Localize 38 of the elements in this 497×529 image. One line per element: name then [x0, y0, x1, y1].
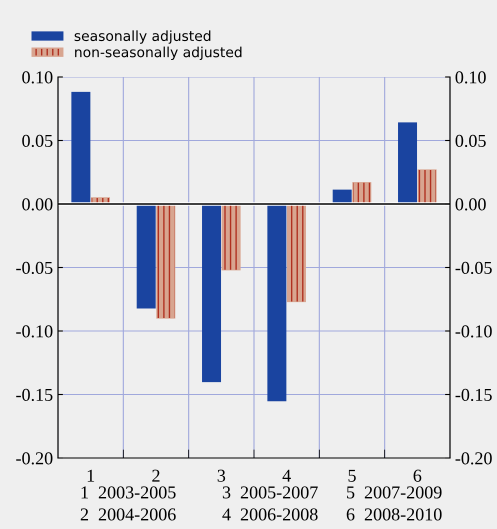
y-tick-label: -0.10 [16, 325, 52, 338]
y2-tick-label: 0.10 [456, 71, 486, 84]
y2-tick-label: -0.20 [456, 452, 492, 465]
y2-tick-label: -0.05 [456, 262, 492, 274]
bar [202, 204, 222, 382]
y-tick-label: -0.20 [16, 452, 52, 465]
legend-label: seasonally adjusted [74, 30, 210, 44]
text: 2 2004-2006 [80, 508, 176, 521]
bar [267, 204, 286, 402]
x-tick-label: 2 [152, 470, 160, 482]
y2-tick-label: 0.05 [456, 134, 486, 148]
text: 4 2006-2008 [222, 508, 318, 521]
x-tick-label: 5 [348, 470, 356, 482]
y-tick-label: 0.05 [22, 134, 52, 148]
y2-tick-label: -0.10 [456, 325, 492, 338]
y-tick-label: 0.10 [22, 71, 52, 84]
bar [352, 182, 372, 204]
y-tick-label: 0.00 [22, 198, 52, 211]
y-tick-label: -0.15 [16, 388, 52, 402]
bar [418, 169, 437, 204]
text: 3 2005-2007 [222, 486, 318, 499]
bar [156, 204, 176, 319]
text: 6 2008-2010 [346, 508, 442, 521]
text: 5 2007-2009 [347, 486, 442, 499]
bar [136, 204, 156, 308]
y2-tick-label: 0.00 [456, 198, 486, 211]
x-tick-label: 6 [414, 470, 422, 482]
x-tick-label: 4 [282, 470, 291, 482]
bar [398, 122, 418, 204]
text: 1 2003-2005 [82, 486, 176, 499]
bar [222, 204, 241, 270]
bar [71, 92, 90, 204]
y-tick-label: -0.05 [16, 262, 52, 274]
x-tick-label: 1 [88, 470, 94, 482]
y2-tick-label: -0.15 [456, 388, 492, 402]
legend-label: non-seasonally adjusted [75, 46, 242, 60]
bar [286, 204, 306, 302]
x-tick-label: 3 [218, 470, 226, 482]
